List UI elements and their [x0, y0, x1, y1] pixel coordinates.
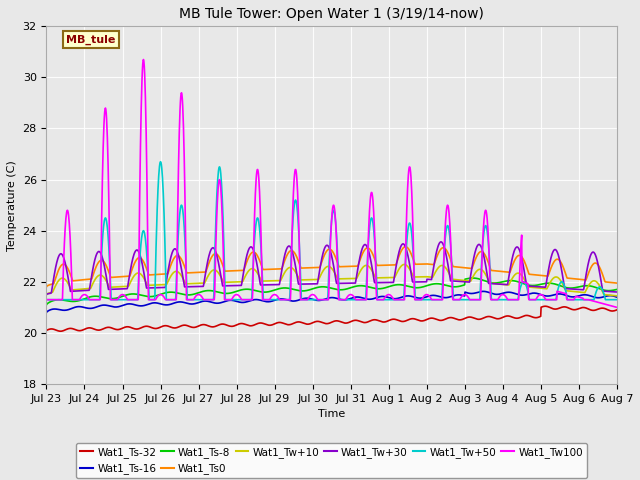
X-axis label: Time: Time	[318, 409, 345, 419]
Y-axis label: Temperature (C): Temperature (C)	[7, 160, 17, 251]
Title: MB Tule Tower: Open Water 1 (3/19/14-now): MB Tule Tower: Open Water 1 (3/19/14-now…	[179, 7, 484, 21]
Text: MB_tule: MB_tule	[67, 35, 116, 45]
Legend: Wat1_Ts-32, Wat1_Ts-16, Wat1_Ts-8, Wat1_Ts0, Wat1_Tw+10, Wat1_Tw+30, Wat1_Tw+50,: Wat1_Ts-32, Wat1_Ts-16, Wat1_Ts-8, Wat1_…	[76, 443, 587, 478]
